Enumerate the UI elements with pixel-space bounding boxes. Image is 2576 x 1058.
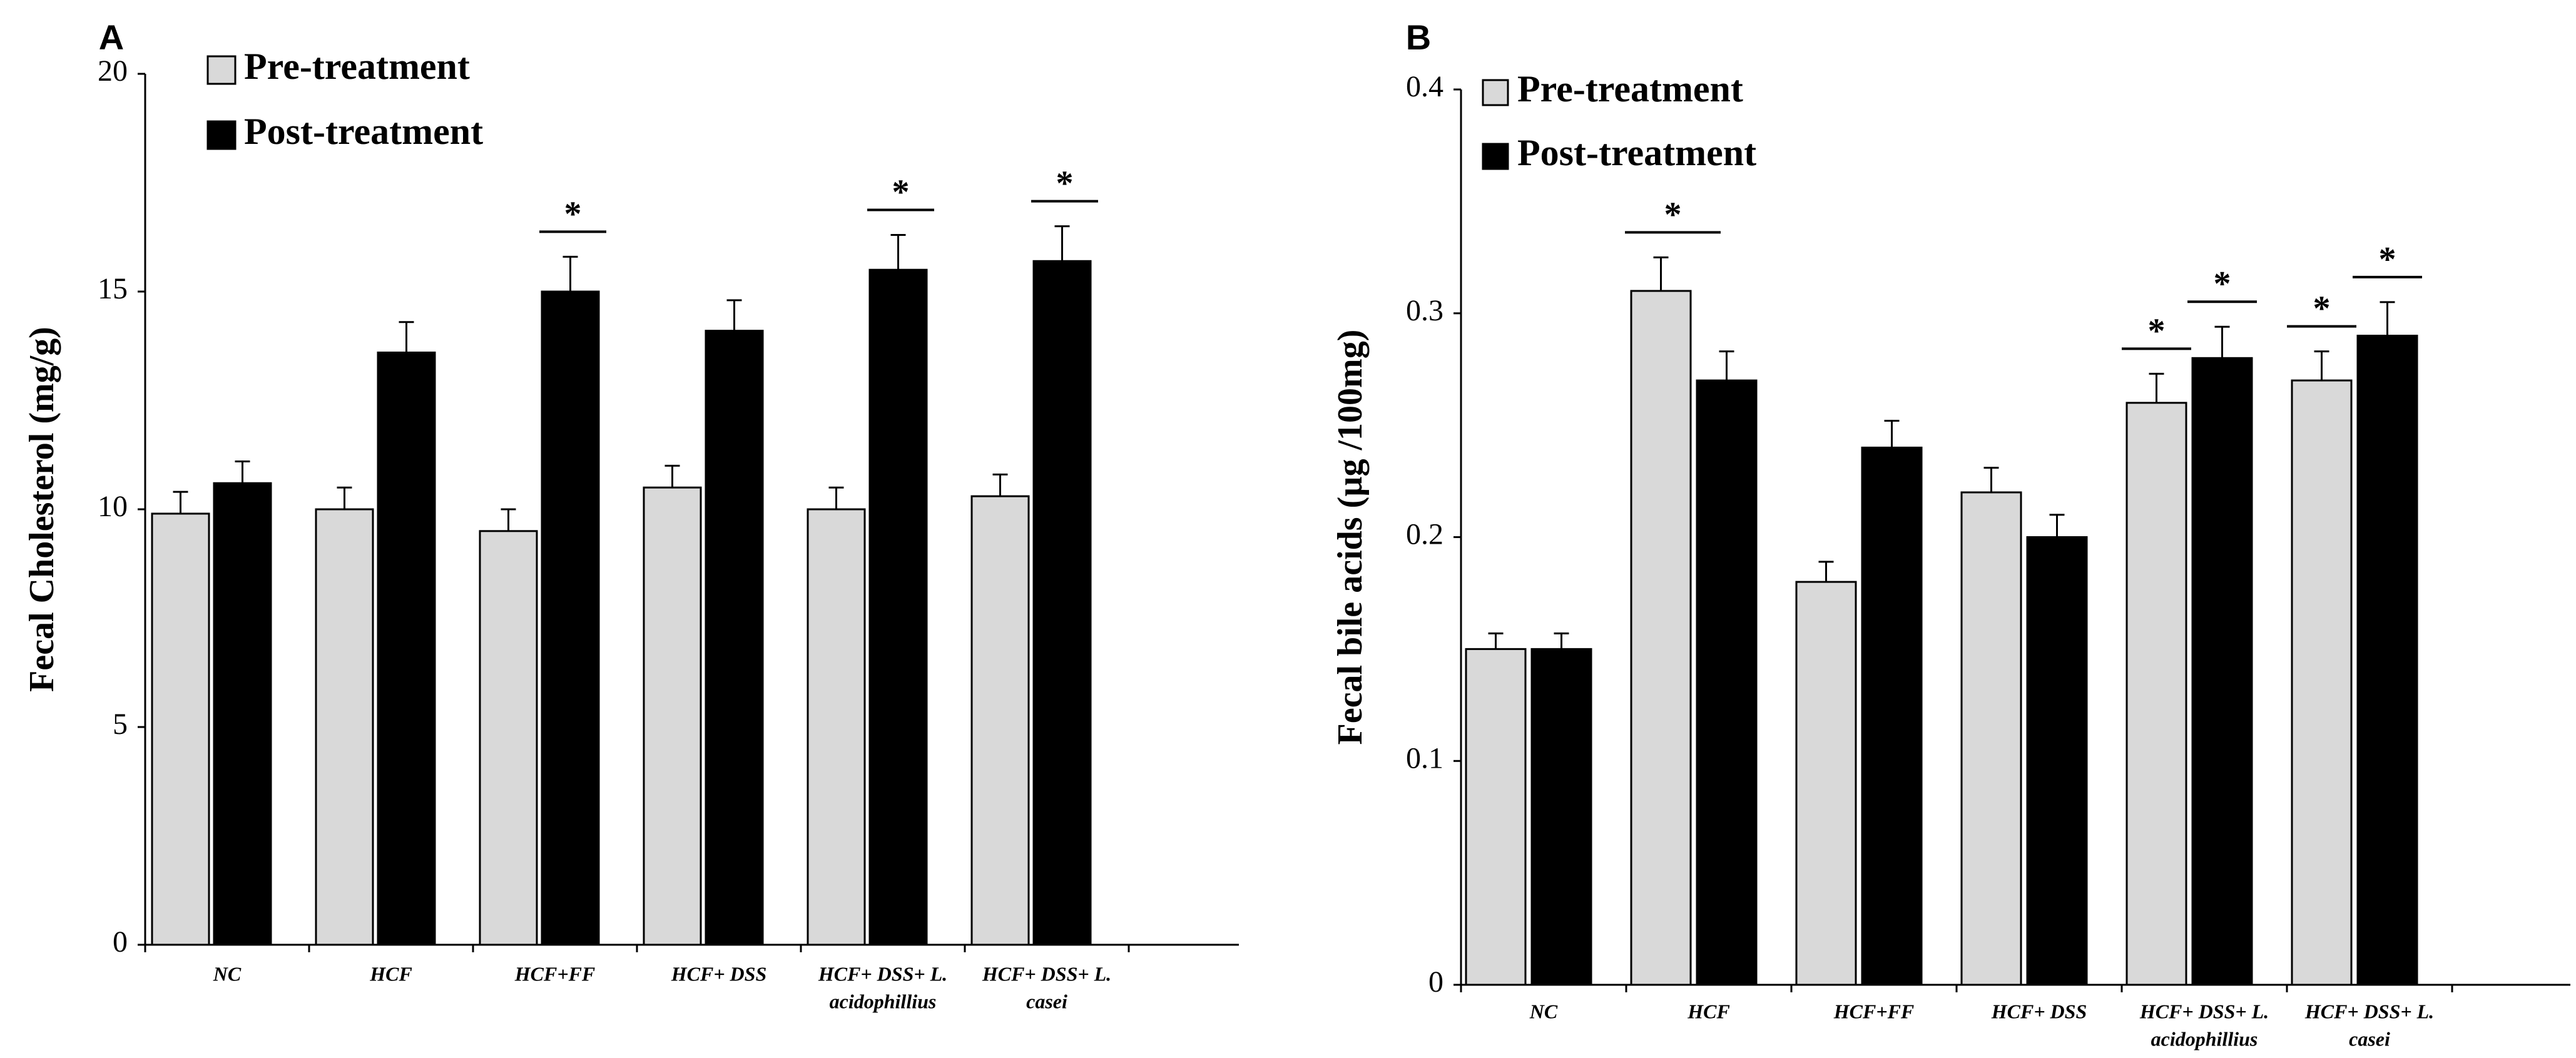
panel-b-legend-swatch-pre — [1482, 79, 1509, 106]
panel-b-bar-post — [1861, 446, 1923, 986]
panel-a-category-label: HCF+ DSS+ L. — [982, 962, 1111, 985]
panel-a-y-tick-label: 0 — [113, 925, 128, 959]
panel-a-bar-pre — [315, 508, 374, 946]
panel-a-y-axis-title: Fecal Cholesterol (mg/g) — [23, 327, 61, 692]
panel-b-significance-star: * — [2379, 240, 2396, 279]
panel-b-y-tick-label: 0.2 — [1406, 518, 1443, 551]
panel-b-bar-pre — [2291, 379, 2353, 986]
panel-a-bar-pre — [151, 512, 210, 946]
panel-a-category-label: HCF+FF — [514, 962, 596, 985]
panel-b-bar-post — [1530, 648, 1592, 986]
panel-a-bar-post — [1032, 260, 1092, 946]
panel-b-significance-star: * — [1664, 195, 1682, 234]
panel-a-legend-swatch-post — [206, 120, 237, 150]
panel-b-bar-post — [2191, 357, 2253, 986]
chart-panel-a: A 0 5 10 15 20 Fecal Cholesterol (mg/g) NC HCF * H… — [23, 18, 1239, 1012]
panel-b-category-label: HCF+ DSS+ L. — [2304, 1000, 2434, 1022]
panel-a-panel-label: A — [99, 18, 124, 57]
panel-a-category-label: NC — [213, 962, 242, 985]
panel-a-category-label: casei — [1026, 990, 1067, 1012]
panel-a-significance-star: * — [564, 195, 582, 233]
panel-b-bar-post — [2356, 335, 2418, 986]
panel-b-significance-star: * — [2313, 290, 2331, 328]
panel-b-y-tick-label: 0.3 — [1406, 294, 1443, 327]
panel-b-y-tick-label: 0.1 — [1406, 741, 1443, 775]
chart-panel-b: B 0 0.1 0.2 0.3 0.4 Fecal bile acids (µg /100m… — [1331, 18, 2570, 1050]
panel-a-legend-swatch-pre — [206, 55, 237, 85]
panel-a-bar-post — [868, 268, 928, 946]
panel-b-category-label: HCF — [1687, 1000, 1730, 1022]
panel-a-category-label: HCF+ DSS+ L. — [818, 962, 947, 985]
panel-a-legend-label-post: Post-treatment — [244, 111, 483, 152]
panel-a-category-label: HCF — [369, 962, 412, 985]
panel-a-bar-post — [213, 482, 272, 946]
panel-a-significance-star: * — [892, 173, 910, 212]
panel-a-significance-star: * — [1056, 165, 1074, 203]
panel-b-significance-star: * — [2148, 312, 2166, 350]
panel-b-category-label: HCF+ DSS — [1991, 1000, 2087, 1022]
panel-a-bar-post — [705, 330, 764, 946]
panel-a-y-tick-label: 15 — [98, 272, 128, 305]
panel-b-category-label: NC — [1529, 1000, 1558, 1022]
panel-b-legend-swatch-post — [1482, 143, 1509, 170]
panel-b-bar-post — [2026, 536, 2088, 986]
panel-a-bar-post — [541, 290, 600, 946]
panel-a-category-label: acidophillius — [830, 990, 937, 1012]
panel-b-bar-pre — [1960, 491, 2022, 986]
panel-b-y-axis-title: Fecal bile acids (µg /100mg) — [1331, 330, 1370, 745]
panel-b-legend-label-pre: Pre-treatment — [1517, 68, 1743, 109]
panel-a-y-tick-label: 20 — [98, 54, 128, 88]
panel-b-bar-pre — [1630, 290, 1692, 986]
panel-a-y-tick-label: 10 — [98, 490, 128, 523]
panel-b-category-label: casei — [2349, 1027, 2390, 1050]
panel-a-bar-pre — [807, 508, 866, 946]
panel-b-category-label: HCF+FF — [1833, 1000, 1915, 1022]
panel-a-bar-pre — [479, 530, 538, 946]
panel-b-category-label: acidophillius — [2151, 1027, 2258, 1050]
panel-b-bar-post — [1696, 379, 1758, 986]
panel-b-bar-pre — [1795, 581, 1857, 986]
panel-b-y-tick-label: 0 — [1428, 965, 1443, 999]
panel-a-bar-pre — [970, 495, 1030, 946]
panel-b-panel-label: B — [1406, 18, 1431, 57]
panel-a-bar-post — [377, 351, 436, 946]
panel-a-legend-label-pre: Pre-treatment — [244, 46, 470, 87]
panel-a-category-label: HCF+ DSS — [671, 962, 767, 985]
panel-b-legend-label-post: Post-treatment — [1517, 132, 1756, 173]
panel-b-significance-star: * — [2214, 265, 2231, 303]
panel-b-bar-pre — [2125, 402, 2187, 986]
panel-b-y-tick-label: 0.4 — [1406, 70, 1443, 103]
panel-a-y-tick-label: 5 — [113, 708, 128, 741]
panel-b-category-label: HCF+ DSS+ L. — [2139, 1000, 2269, 1022]
panel-b-bar-pre — [1465, 648, 1527, 986]
panel-a-bar-pre — [643, 486, 702, 946]
